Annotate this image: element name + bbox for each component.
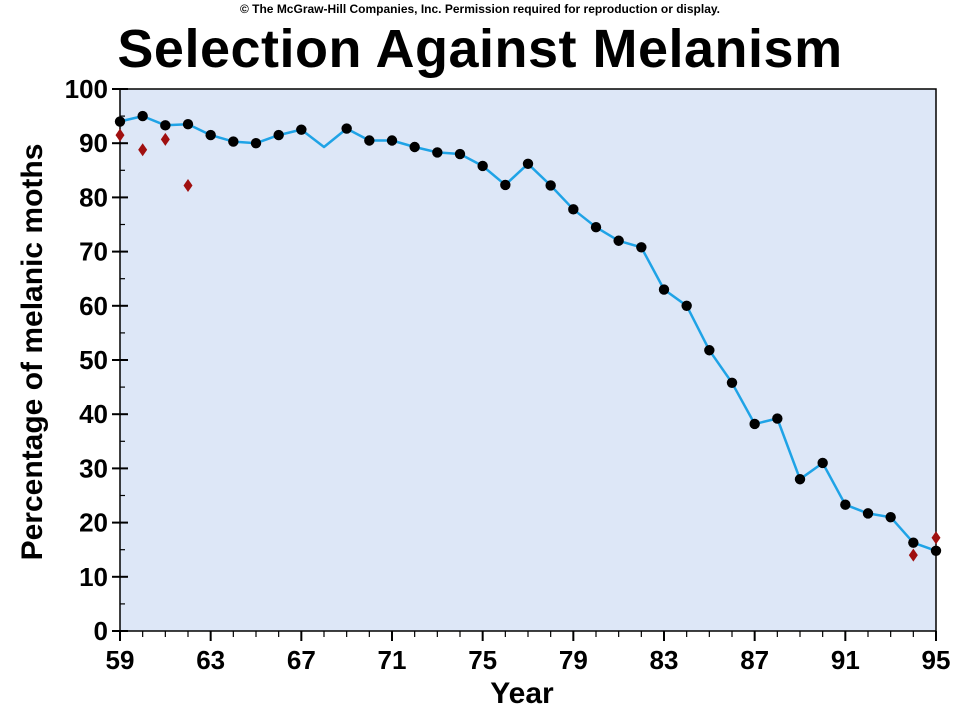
x-tick-label: 75 (468, 645, 497, 675)
data-point (545, 180, 556, 191)
data-point (182, 119, 194, 130)
x-tick-label: 91 (831, 645, 860, 675)
data-point (500, 179, 511, 191)
x-tick-label: 59 (106, 645, 135, 675)
y-axis-title: Percentage of melanic moths (16, 144, 49, 561)
data-point (409, 141, 420, 153)
y-tick-label: 30 (79, 453, 108, 483)
data-point (568, 204, 579, 215)
data-point (205, 129, 216, 141)
data-point (930, 545, 942, 556)
data-point (885, 511, 896, 523)
x-tick-label: 67 (287, 645, 316, 675)
data-point (749, 418, 760, 430)
diamond-point (115, 128, 125, 142)
x-axis-title: Year (490, 677, 554, 710)
data-point (228, 136, 239, 147)
data-point (114, 116, 126, 127)
y-tick-label: 20 (79, 508, 108, 538)
x-tick-label: 87 (740, 645, 769, 675)
data-point (477, 160, 488, 172)
x-tick-label: 95 (922, 645, 951, 675)
plot-area (119, 88, 937, 632)
data-point (590, 222, 602, 233)
data-point (386, 135, 398, 146)
data-point (364, 135, 375, 146)
data-point (726, 377, 738, 388)
data-point (341, 123, 352, 134)
data-point (522, 158, 534, 169)
data-point (772, 413, 783, 424)
y-tick-label: 90 (79, 128, 108, 158)
y-tick-label: 60 (79, 291, 108, 321)
data-point (250, 138, 262, 149)
diamond-point (931, 531, 941, 545)
data-point (636, 242, 647, 253)
y-tick-label: 50 (79, 345, 108, 375)
y-tick-label: 10 (79, 562, 108, 592)
data-point (658, 284, 670, 295)
diamond-point (138, 143, 148, 157)
diamond-point (908, 548, 918, 562)
data-point (296, 124, 307, 135)
data-point (840, 499, 851, 510)
data-point (681, 300, 692, 311)
x-tick-label: 63 (196, 645, 225, 675)
chart-title: Selection Against Melanism (117, 19, 843, 79)
data-point (137, 110, 148, 122)
y-tick-label: 40 (79, 399, 108, 429)
x-tick-label: 83 (650, 645, 679, 675)
data-point (908, 537, 919, 548)
data-point (704, 345, 715, 356)
data-point (862, 508, 874, 519)
diamond-point (183, 178, 193, 192)
data-point (794, 474, 806, 485)
y-tick-label: 70 (79, 237, 108, 267)
copyright-notice: © The McGraw-Hill Companies, Inc. Permis… (239, 2, 721, 16)
x-tick-label: 79 (559, 645, 588, 675)
diamond-point (160, 132, 170, 146)
x-tick-label: 71 (378, 645, 407, 675)
data-point (454, 148, 466, 160)
data-point (817, 457, 828, 469)
data-point (160, 120, 171, 131)
data-point (613, 235, 624, 246)
data-point (273, 129, 284, 141)
y-tick-label: 100 (65, 74, 108, 104)
y-tick-label: 80 (79, 182, 108, 212)
y-tick-label: 0 (94, 616, 108, 646)
data-point (432, 147, 443, 158)
